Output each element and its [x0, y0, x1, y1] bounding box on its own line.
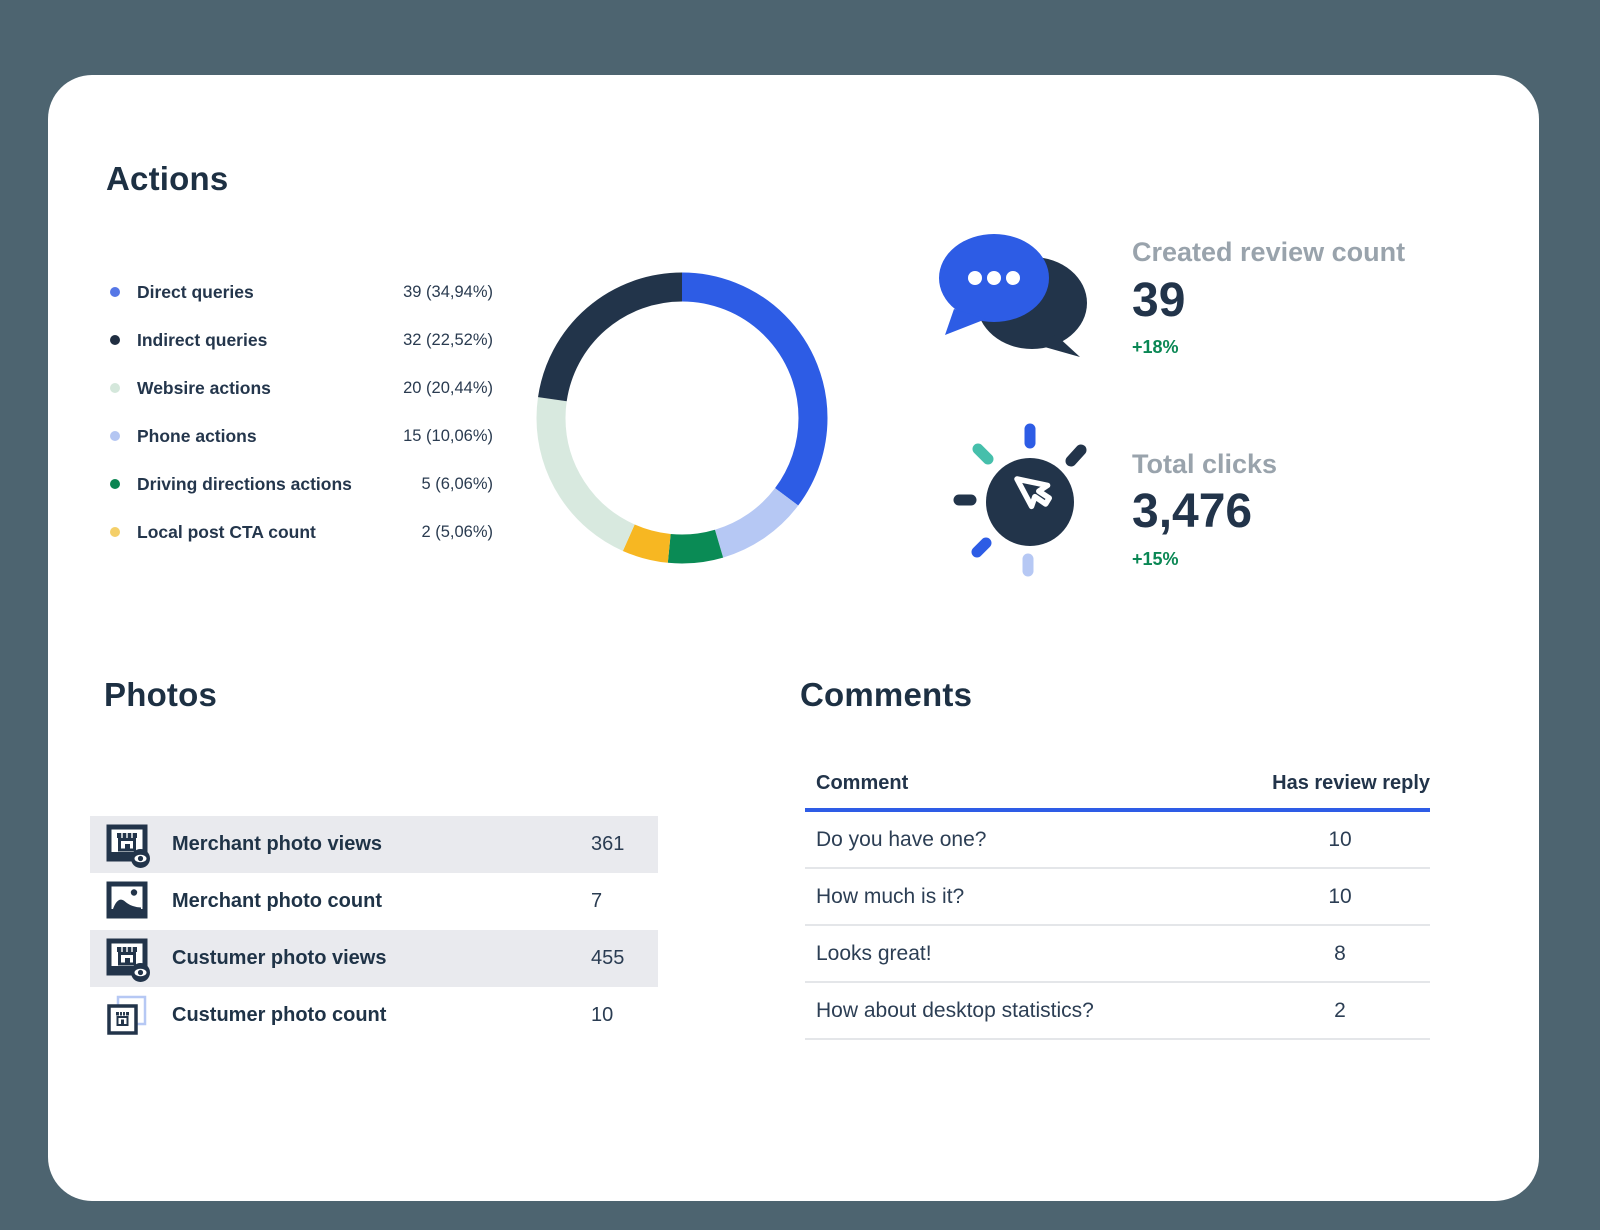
merchant-photo-views-icon	[106, 824, 150, 868]
legend-label: Phone actions	[137, 425, 257, 446]
reply-count: 8	[1334, 941, 1346, 965]
comment-text: Looks great!	[816, 941, 932, 965]
photo-row-merchant-photo-views: Merchant photo views 361	[90, 816, 658, 873]
legend-label: Driving directions actions	[137, 473, 352, 494]
photo-row-value: 361	[591, 833, 625, 855]
photos-table: Merchant photo views 361 Merchant photo …	[90, 816, 658, 1044]
stat-value: 3,476	[1132, 484, 1253, 538]
legend-item-websire-actions: Websire actions 20 (20,44%)	[110, 364, 493, 412]
comment-text: How about desktop statistics?	[816, 998, 1094, 1022]
has-review-reply-column-header: Has review reply	[1272, 771, 1430, 794]
actions-section-title: Actions	[106, 160, 229, 197]
comments-section-title: Comments	[800, 676, 973, 713]
legend-value: 20 (20,44%)	[403, 378, 493, 397]
legend-dot-icon	[110, 287, 120, 297]
donut-segment[interactable]	[536, 272, 828, 564]
legend-dot-icon	[110, 335, 120, 345]
reply-count: 10	[1328, 827, 1352, 851]
photo-row-merchant-photo-count: Merchant photo count 7	[90, 873, 658, 930]
legend-item-driving-directions-actions: Driving directions actions 5 (6,06%)	[110, 460, 493, 508]
comments-table: Comment Has review reply Do you have one…	[805, 758, 1430, 1040]
reply-count: 10	[1328, 884, 1352, 908]
donut-segment[interactable]	[536, 272, 828, 564]
actions-donut-chart[interactable]	[532, 268, 832, 568]
merchant-photo-count-icon	[106, 881, 148, 918]
stat-value: 39	[1132, 273, 1186, 327]
comment-text: Do you have one?	[816, 827, 987, 851]
photo-row-value: 10	[591, 1004, 614, 1026]
stat-title: Total clicks	[1132, 449, 1278, 479]
photo-row-customer-photo-views: Custumer photo views 455	[90, 930, 658, 987]
legend-item-direct-queries: Direct queries 39 (34,94%)	[110, 268, 493, 316]
photo-row-label: Custumer photo views	[172, 947, 387, 969]
photo-row-value: 7	[591, 890, 603, 912]
legend-item-local-post-cta-count: Local post CTA count 2 (5,06%)	[110, 508, 493, 556]
comment-row: Do you have one? 10	[805, 812, 1430, 869]
comment-row: How about desktop statistics? 2	[805, 983, 1430, 1040]
legend-label: Direct queries	[137, 281, 254, 302]
stat-change: +15%	[1132, 549, 1179, 570]
photo-row-label: Merchant photo count	[172, 890, 382, 912]
stat-created-review-count: Created review count 39 +18%	[1132, 237, 1532, 358]
legend-dot-icon	[110, 383, 120, 393]
stat-change: +18%	[1132, 337, 1179, 358]
comment-column-header: Comment	[816, 771, 909, 794]
chat-bubbles-icon	[939, 234, 1087, 357]
customer-photo-views-icon	[106, 938, 150, 982]
comment-row: How much is it? 10	[805, 869, 1430, 926]
legend-value: 32 (22,52%)	[403, 330, 493, 349]
cursor-click-icon	[953, 423, 1087, 577]
legend-value: 5 (6,06%)	[421, 474, 493, 493]
donut-segment[interactable]	[536, 272, 828, 564]
legend-dot-icon	[110, 479, 120, 489]
reply-count: 2	[1334, 998, 1346, 1022]
stat-total-clicks: Total clicks 3,476 +15%	[1132, 449, 1532, 570]
photo-row-label: Merchant photo views	[172, 833, 383, 855]
photo-row-value: 455	[591, 947, 625, 969]
legend-value: 39 (34,94%)	[403, 282, 493, 301]
comment-text: How much is it?	[816, 884, 965, 908]
legend-label: Websire actions	[137, 377, 271, 398]
legend-value: 15 (10,06%)	[403, 426, 493, 445]
comment-row: Looks great! 8	[805, 926, 1430, 983]
legend-dot-icon	[110, 527, 120, 537]
legend-value: 2 (5,06%)	[421, 522, 493, 541]
comments-table-header: Comment Has review reply	[805, 758, 1430, 812]
legend-label: Local post CTA count	[137, 521, 316, 542]
legend-dot-icon	[110, 431, 120, 441]
photo-row-customer-photo-count: Custumer photo count 10	[90, 987, 658, 1044]
legend-item-phone-actions: Phone actions 15 (10,06%)	[110, 412, 493, 460]
stat-title: Created review count	[1132, 237, 1406, 267]
legend-item-indirect-queries: Indirect queries 32 (22,52%)	[110, 316, 493, 364]
legend-label: Indirect queries	[137, 329, 268, 350]
photos-section-title: Photos	[104, 676, 218, 713]
dashboard-card: Actions Direct queries 39 (34,94%) Indir…	[48, 75, 1539, 1201]
actions-legend: Direct queries 39 (34,94%) Indirect quer…	[110, 268, 493, 556]
photo-row-label: Custumer photo count	[172, 1004, 387, 1026]
customer-photo-count-icon	[107, 995, 147, 1035]
